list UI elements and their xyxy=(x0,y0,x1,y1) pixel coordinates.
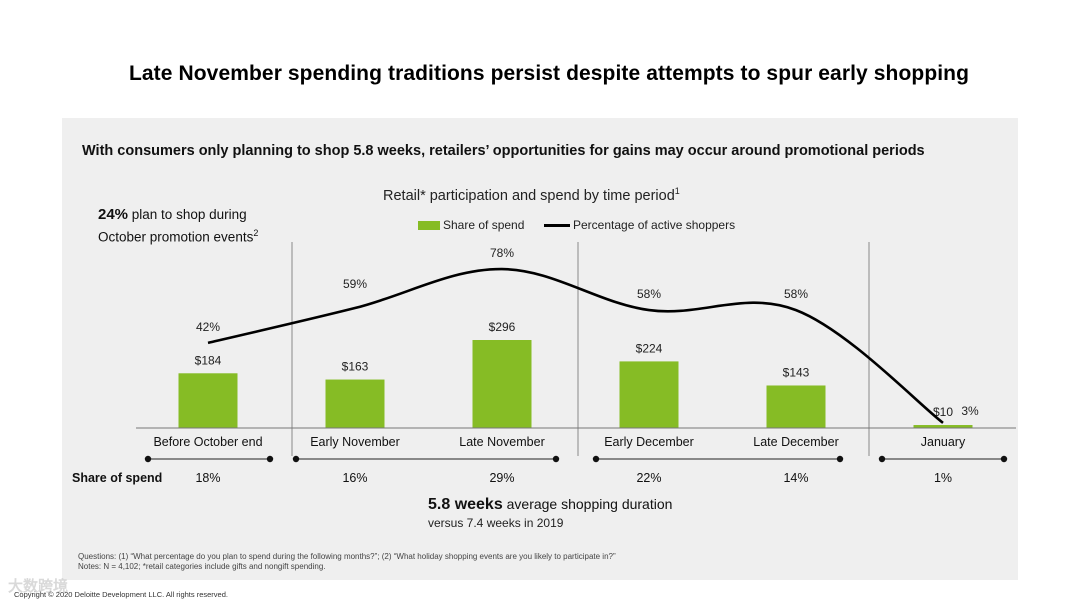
bar-4 xyxy=(766,385,826,428)
panel-subtitle: With consumers only planning to shop 5.8… xyxy=(82,143,925,159)
category-label-5: January xyxy=(921,435,966,449)
spend-bracket-dot-start-1 xyxy=(292,455,300,463)
copyright: Copyright © 2020 Deloitte Development LL… xyxy=(14,590,228,599)
share-of-spend-value-2: 29% xyxy=(489,471,514,485)
spend-bracket-dot-start-0 xyxy=(144,455,152,463)
callout-text-1: plan to shop during xyxy=(128,207,247,222)
share-of-spend-value-3: 22% xyxy=(636,471,661,485)
line-label-3: 58% xyxy=(637,287,661,301)
page-title: Late November spending traditions persis… xyxy=(128,62,970,85)
spend-bracket-dot-end-0 xyxy=(266,455,274,463)
share-of-spend-value-5: 1% xyxy=(934,471,952,485)
spend-bracket-dot-end-1 xyxy=(552,455,560,463)
category-label-4: Late December xyxy=(753,435,838,449)
line-label-0: 42% xyxy=(196,320,220,334)
bar-label-5: $10 xyxy=(933,405,953,419)
bar-0 xyxy=(178,373,238,428)
line-label-1: 59% xyxy=(343,277,367,291)
legend-line: Percentage of active shoppers xyxy=(544,218,735,232)
legend-line-label: Percentage of active shoppers xyxy=(573,218,736,232)
line-label-5: 3% xyxy=(961,404,979,418)
spend-bracket-dot-end-2 xyxy=(836,455,844,463)
spend-bracket-dot-start-3 xyxy=(878,455,886,463)
chart-title: Retail* participation and spend by time … xyxy=(383,186,680,204)
bar-label-4: $143 xyxy=(783,365,810,379)
category-label-1: Early November xyxy=(310,435,400,449)
category-label-3: Early December xyxy=(604,435,694,449)
notes-sample: Notes: N = 4,102; *retail categories inc… xyxy=(78,562,326,571)
october-callout: 24% plan to shop during October promotio… xyxy=(98,206,258,247)
footnotes: Questions: (1) “What percentage do you p… xyxy=(78,552,616,572)
duration-callout: 5.8 weeks average shopping duration xyxy=(428,496,672,514)
bar-label-0: $184 xyxy=(195,353,222,367)
duration-text: average shopping duration xyxy=(502,496,673,512)
chart-title-footnote: 1 xyxy=(674,186,680,196)
bar-2 xyxy=(472,340,532,428)
chart-title-text: Retail* participation and spend by time … xyxy=(383,187,675,204)
legend-bar-swatch xyxy=(418,220,440,230)
line-active-shoppers xyxy=(207,267,944,424)
callout-text-2: October promotion events xyxy=(98,229,254,245)
spend-bracket-dot-start-2 xyxy=(592,455,600,463)
bar-1 xyxy=(325,379,385,428)
bar-label-2: $296 xyxy=(489,320,516,334)
legend-bar: Share of spend xyxy=(418,218,524,232)
category-label-2: Late November xyxy=(459,435,544,449)
share-of-spend-value-4: 14% xyxy=(783,471,808,485)
legend-bar-label: Share of spend xyxy=(443,218,525,232)
share-of-spend-value-1: 16% xyxy=(342,471,367,485)
bar-3 xyxy=(619,361,679,428)
duration-weeks: 5.8 weeks xyxy=(428,496,503,513)
callout-percent: 24% xyxy=(98,206,129,223)
duration-comparison: versus 7.4 weeks in 2019 xyxy=(428,516,564,530)
share-of-spend-value-0: 18% xyxy=(195,471,220,485)
spend-bracket-dot-end-3 xyxy=(1000,455,1008,463)
bar-label-3: $224 xyxy=(636,341,663,355)
watermark-logo: 大数跨境 xyxy=(8,578,69,595)
bar-label-1: $163 xyxy=(342,360,369,374)
share-of-spend-heading: Share of spend xyxy=(72,471,162,485)
legend-line-swatch xyxy=(544,223,570,227)
category-label-0: Before October end xyxy=(153,435,262,449)
callout-footnote: 2 xyxy=(253,228,259,238)
bar-5 xyxy=(913,425,973,428)
line-label-2: 78% xyxy=(490,246,514,260)
line-label-4: 58% xyxy=(784,287,808,301)
notes-questions: Questions: (1) “What percentage do you p… xyxy=(78,552,616,561)
